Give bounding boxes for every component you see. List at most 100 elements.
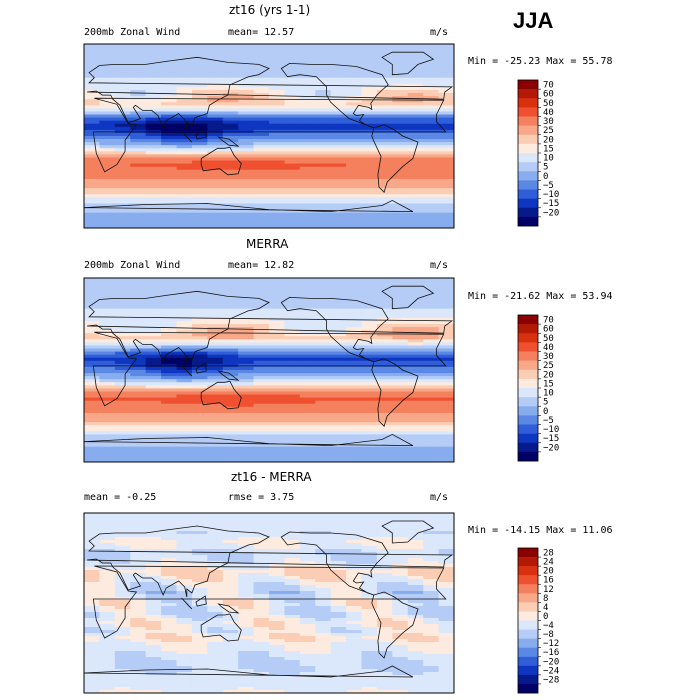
panel-3-minmax: Min = -14.15 Max = 11.06 [468,525,613,536]
colorbar-tick-label: 5 [543,398,548,408]
panel-2-variable: 200mb Zonal Wind [84,260,181,271]
colorbar-tick-label: 50 [543,334,554,344]
colorbar-tick-label: −5 [543,416,554,426]
colorbar-tick-label: 10 [543,154,554,164]
colorbar-tick-label: 0 [543,612,548,622]
colorbar-tick-label: 25 [543,361,554,371]
colorbar-swatch [518,116,538,126]
colorbar-tick-label: 15 [543,144,554,154]
colorbar-swatch [518,80,538,90]
colorbar-swatch [518,451,538,462]
colorbar-swatch [518,388,538,398]
colorbar-swatch [518,638,538,648]
colorbar-swatch [518,207,538,218]
colorbar-tick-label: −12 [543,639,559,649]
colorbar-tick-label: 50 [543,99,554,109]
colorbar-swatch [518,548,538,558]
colorbar-swatch [518,180,538,190]
colorbar-swatch [518,557,538,567]
colorbar-tick-label: 60 [543,90,554,100]
panel-2-mean: mean= 12.82 [228,260,295,271]
colorbar-swatch [518,566,538,576]
panel-1-title: zt16 (yrs 1-1) [229,3,311,17]
colorbar-swatch [518,369,538,380]
panel-3-rmse: rmse = 3.75 [228,492,295,503]
panel-2-minmax: Min = -21.62 Max = 53.94 [468,291,613,302]
colorbar-swatch [518,143,538,154]
colorbar-swatch [518,406,538,416]
colorbar-swatch [518,397,538,407]
map-frame-2 [83,277,455,463]
colorbar-tick-label: 20 [543,135,554,145]
colorbar-swatch [518,647,538,658]
map-panel-2 [83,277,455,463]
colorbar-swatch [518,153,538,163]
panel-1-units: m/s [430,27,449,38]
map-frame-1 [83,43,455,229]
colorbar-swatch [518,629,538,639]
colorbar-tick-label: 12 [543,585,554,595]
colorbar-swatch [518,171,538,181]
colorbar-tick-label: 40 [543,343,554,353]
colorbar-swatch [518,125,538,136]
colorbar-swatch [518,424,538,434]
colorbar-tick-label: 24 [543,558,554,568]
colorbar-tick-label: 10 [543,389,554,399]
colorbar-swatch [518,324,538,334]
colorbar-tick-label: −8 [543,630,554,640]
colorbar-tick-label: 28 [543,549,554,559]
map-panel-1 [83,43,455,229]
colorbar-swatch [518,620,538,630]
colorbar-swatch [518,342,538,352]
colorbar-tick-label: −10 [543,190,559,200]
panel-3-title: zt16 - MERRA [231,470,312,484]
colorbar-tick-label: −10 [543,425,559,435]
colorbar-swatch [518,162,538,172]
colorbar-swatch [518,602,538,612]
colorbar-swatch [518,593,538,603]
panel-2-title: MERRA [246,237,289,251]
colorbar-tick-label: −15 [543,434,559,444]
colorbar-swatch [518,351,538,361]
colorbar-tick-label: 20 [543,567,554,577]
colorbar-swatch [518,333,538,343]
colorbar-swatch [518,584,538,594]
panel-3-units: m/s [430,492,449,503]
colorbar-swatch [518,674,538,685]
colorbar-tick-label: 30 [543,352,554,362]
colorbar-swatch [518,89,538,99]
colorbar-tick-label: −4 [543,621,554,631]
colorbar-tick-label: 15 [543,379,554,389]
season-label: JJA [513,8,554,33]
map-frame-3 [83,512,455,694]
colorbar-swatch [518,98,538,108]
panel-3-mean: mean = -0.25 [84,492,157,503]
colorbar-tick-label: −20 [543,657,559,667]
colorbar-swatch [518,442,538,453]
colorbar-tick-label: −20 [543,208,559,218]
colorbar-tick-label: −20 [543,443,559,453]
colorbar-tick-label: 0 [543,407,548,417]
colorbar-tick-label: 30 [543,117,554,127]
colorbar-tick-label: 70 [543,81,554,91]
colorbar-tick-label: −15 [543,199,559,209]
colorbar-tick-label: −28 [543,675,559,685]
colorbar-swatch [518,415,538,425]
colorbar-tick-label: 25 [543,126,554,136]
colorbar-swatch [518,134,538,145]
map-panel-3 [83,512,455,694]
colorbar-tick-label: 20 [543,370,554,380]
panel-2-units: m/s [430,260,449,271]
colorbar-tick-label: 4 [543,603,548,613]
colorbar-swatch [518,378,538,389]
colorbar-tick-label: 5 [543,163,548,173]
colorbar-swatch [518,433,538,444]
panel-1-minmax: Min = -25.23 Max = 55.78 [468,56,613,67]
colorbar-swatch [518,575,538,585]
colorbar-swatch [518,107,538,117]
colorbar-swatch [518,683,538,694]
